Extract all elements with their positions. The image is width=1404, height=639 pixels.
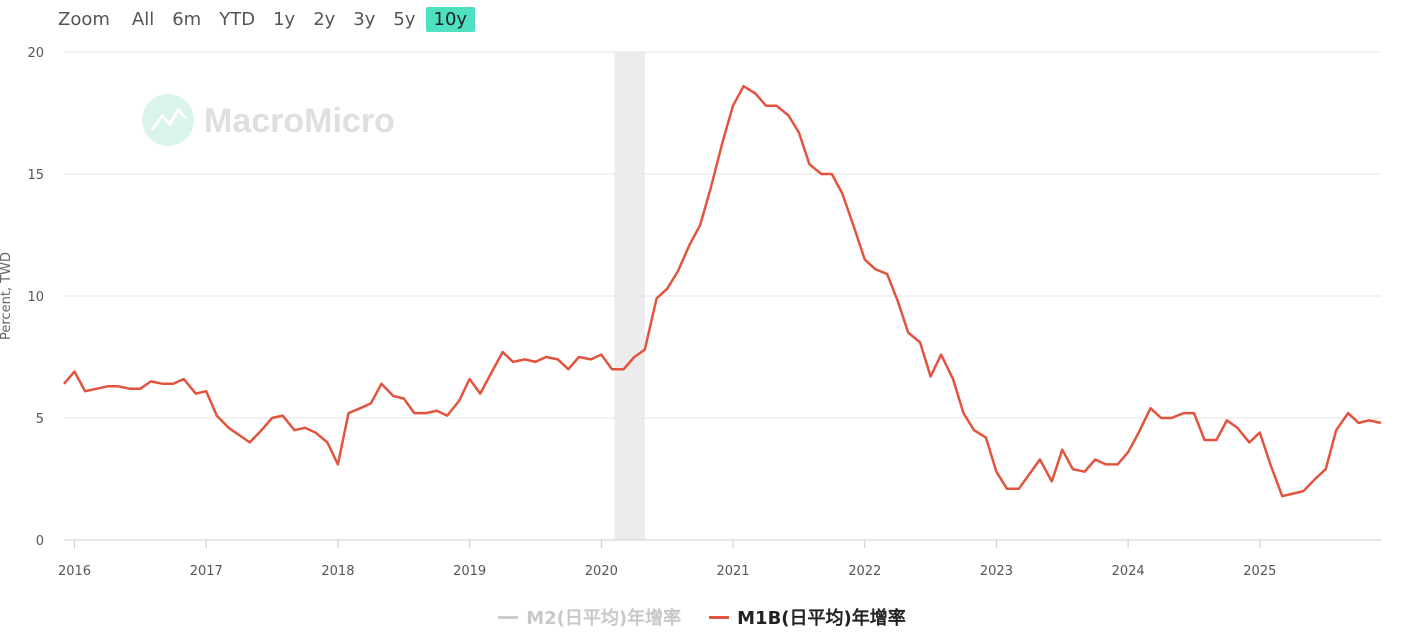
zoom-button-6m[interactable]: 6m	[172, 8, 202, 30]
legend-swatch-m1b	[709, 615, 730, 619]
watermark-text: MacroMicro	[204, 102, 395, 140]
y-axis-label: Percent, TWD	[0, 252, 14, 340]
y-tick-label-20: 20	[27, 46, 44, 61]
legend: M2(日平均)年增率 M1B(日平均)年增率	[0, 604, 1404, 630]
x-tick-label-2024: 2024	[1112, 564, 1145, 579]
legend-label-m1b: M1B(日平均)年增率	[737, 608, 906, 629]
x-tick-label-2017: 2017	[190, 564, 223, 579]
watermark-chart-glyph	[150, 107, 188, 131]
x-tick-label-2022: 2022	[848, 564, 881, 579]
watermark: MacroMicro	[142, 94, 395, 146]
x-tick-label-2016: 2016	[58, 564, 91, 579]
zoom-button-1y[interactable]: 1y	[273, 8, 296, 30]
zoom-button-all[interactable]: All	[131, 8, 155, 30]
x-tick-label-2020: 2020	[585, 564, 618, 579]
y-tick-label-15: 15	[27, 168, 44, 183]
axis-layer: 0 5 10 15 20 2016 2017 2018 2019 2020 2021 2022 2023…	[27, 46, 1381, 579]
x-tick-label-2023: 2023	[980, 564, 1013, 579]
legend-item-m1b[interactable]: M1B(日平均)年增率	[709, 604, 906, 630]
series-layer	[63, 84, 1382, 498]
zoom-bar: Zoom All 6m YTD 1y 2y 3y 5y 10y	[58, 4, 477, 34]
zoom-button-5y[interactable]: 5y	[393, 8, 416, 30]
zoom-button-ytd[interactable]: YTD	[219, 8, 256, 30]
x-tick-label-2018: 2018	[321, 564, 354, 579]
zoom-label: Zoom	[58, 8, 110, 30]
legend-swatch-m2	[498, 615, 519, 619]
series-line-m1b	[63, 84, 1382, 498]
y-tick-label-0: 0	[36, 534, 44, 549]
zoom-button-10y[interactable]: 10y	[425, 6, 476, 32]
y-tick-label-5: 5	[36, 412, 44, 427]
x-tick-label-2021: 2021	[716, 564, 749, 579]
y-tick-label-10: 10	[27, 290, 44, 305]
chart-area: MacroMicro 0 5 10 15 20 2016 2017 2018 2019 2020 2…	[0, 46, 1382, 579]
zoom-button-2y[interactable]: 2y	[313, 8, 336, 30]
legend-item-m2[interactable]: M2(日平均)年增率	[498, 604, 681, 630]
zoom-button-3y[interactable]: 3y	[353, 8, 376, 30]
legend-label-m2: M2(日平均)年增率	[526, 608, 682, 629]
x-tick-label-2019: 2019	[453, 564, 486, 579]
x-tick-label-2025: 2025	[1243, 564, 1276, 579]
